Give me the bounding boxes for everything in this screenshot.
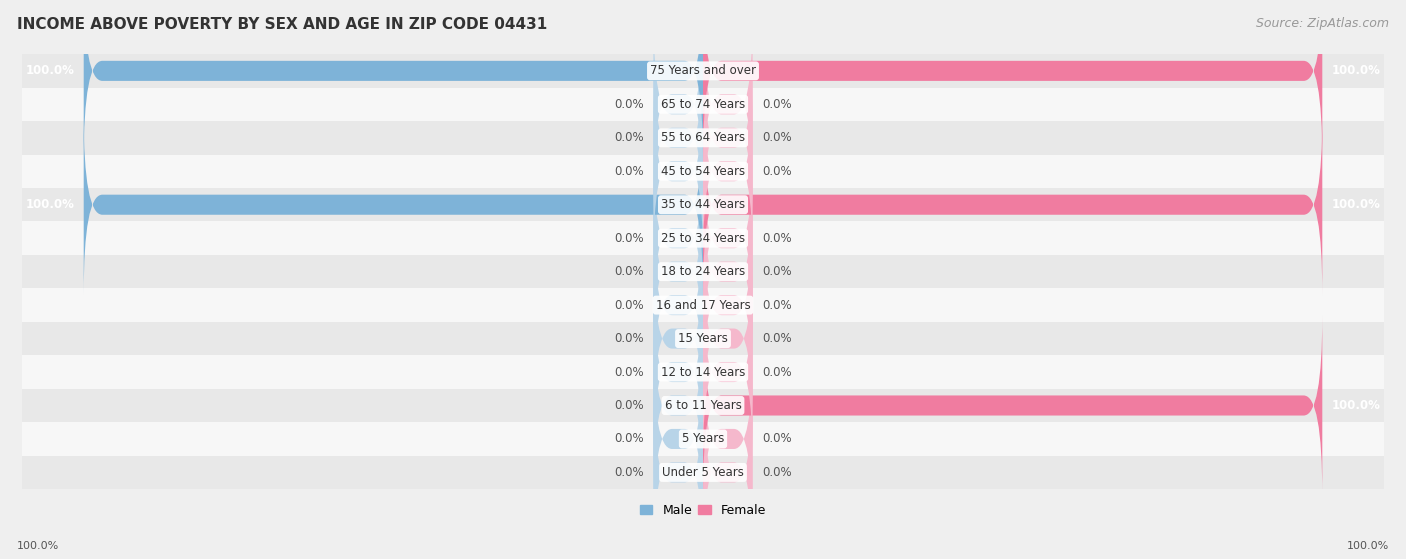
FancyBboxPatch shape bbox=[21, 255, 1385, 288]
FancyBboxPatch shape bbox=[703, 81, 752, 262]
Text: 0.0%: 0.0% bbox=[614, 231, 644, 245]
Text: 0.0%: 0.0% bbox=[762, 165, 792, 178]
FancyBboxPatch shape bbox=[654, 215, 703, 395]
FancyBboxPatch shape bbox=[703, 48, 752, 228]
Text: 0.0%: 0.0% bbox=[762, 98, 792, 111]
FancyBboxPatch shape bbox=[703, 215, 752, 395]
FancyBboxPatch shape bbox=[84, 115, 703, 295]
Text: 5 Years: 5 Years bbox=[682, 433, 724, 446]
FancyBboxPatch shape bbox=[21, 288, 1385, 322]
Text: 0.0%: 0.0% bbox=[762, 299, 792, 311]
Text: 0.0%: 0.0% bbox=[614, 366, 644, 378]
Text: 0.0%: 0.0% bbox=[762, 332, 792, 345]
Text: 100.0%: 100.0% bbox=[1331, 399, 1381, 412]
FancyBboxPatch shape bbox=[703, 115, 1322, 295]
Text: 0.0%: 0.0% bbox=[614, 165, 644, 178]
Text: 0.0%: 0.0% bbox=[762, 466, 792, 479]
FancyBboxPatch shape bbox=[21, 221, 1385, 255]
FancyBboxPatch shape bbox=[654, 148, 703, 329]
FancyBboxPatch shape bbox=[703, 315, 1322, 496]
FancyBboxPatch shape bbox=[21, 322, 1385, 356]
FancyBboxPatch shape bbox=[21, 88, 1385, 121]
Text: 75 Years and over: 75 Years and over bbox=[650, 64, 756, 77]
FancyBboxPatch shape bbox=[21, 188, 1385, 221]
Text: 0.0%: 0.0% bbox=[614, 399, 644, 412]
Text: 100.0%: 100.0% bbox=[17, 541, 59, 551]
Text: 100.0%: 100.0% bbox=[25, 64, 75, 77]
Text: 45 to 54 Years: 45 to 54 Years bbox=[661, 165, 745, 178]
Text: 25 to 34 Years: 25 to 34 Years bbox=[661, 231, 745, 245]
FancyBboxPatch shape bbox=[654, 81, 703, 262]
Text: 18 to 24 Years: 18 to 24 Years bbox=[661, 265, 745, 278]
Text: 0.0%: 0.0% bbox=[614, 265, 644, 278]
Text: 0.0%: 0.0% bbox=[762, 265, 792, 278]
FancyBboxPatch shape bbox=[21, 154, 1385, 188]
FancyBboxPatch shape bbox=[703, 282, 752, 462]
FancyBboxPatch shape bbox=[703, 382, 752, 559]
FancyBboxPatch shape bbox=[84, 0, 703, 161]
Text: 0.0%: 0.0% bbox=[762, 131, 792, 144]
FancyBboxPatch shape bbox=[21, 422, 1385, 456]
Text: 0.0%: 0.0% bbox=[614, 433, 644, 446]
Text: 65 to 74 Years: 65 to 74 Years bbox=[661, 98, 745, 111]
FancyBboxPatch shape bbox=[21, 389, 1385, 422]
FancyBboxPatch shape bbox=[654, 14, 703, 195]
Text: 0.0%: 0.0% bbox=[614, 98, 644, 111]
Text: 0.0%: 0.0% bbox=[614, 131, 644, 144]
FancyBboxPatch shape bbox=[703, 349, 752, 529]
Text: 15 Years: 15 Years bbox=[678, 332, 728, 345]
FancyBboxPatch shape bbox=[654, 315, 703, 496]
FancyBboxPatch shape bbox=[21, 54, 1385, 88]
Text: INCOME ABOVE POVERTY BY SEX AND AGE IN ZIP CODE 04431: INCOME ABOVE POVERTY BY SEX AND AGE IN Z… bbox=[17, 17, 547, 32]
Text: 0.0%: 0.0% bbox=[762, 231, 792, 245]
FancyBboxPatch shape bbox=[654, 248, 703, 429]
FancyBboxPatch shape bbox=[654, 48, 703, 228]
FancyBboxPatch shape bbox=[703, 0, 1322, 161]
Text: 35 to 44 Years: 35 to 44 Years bbox=[661, 198, 745, 211]
FancyBboxPatch shape bbox=[21, 356, 1385, 389]
FancyBboxPatch shape bbox=[21, 121, 1385, 154]
FancyBboxPatch shape bbox=[654, 382, 703, 559]
Text: 12 to 14 Years: 12 to 14 Years bbox=[661, 366, 745, 378]
Text: Under 5 Years: Under 5 Years bbox=[662, 466, 744, 479]
Text: 0.0%: 0.0% bbox=[762, 433, 792, 446]
FancyBboxPatch shape bbox=[703, 14, 752, 195]
FancyBboxPatch shape bbox=[654, 282, 703, 462]
FancyBboxPatch shape bbox=[703, 148, 752, 329]
Text: 0.0%: 0.0% bbox=[614, 332, 644, 345]
FancyBboxPatch shape bbox=[654, 349, 703, 529]
Text: 100.0%: 100.0% bbox=[1331, 198, 1381, 211]
Text: 100.0%: 100.0% bbox=[1347, 541, 1389, 551]
Text: 0.0%: 0.0% bbox=[614, 466, 644, 479]
Text: 0.0%: 0.0% bbox=[614, 299, 644, 311]
Legend: Male, Female: Male, Female bbox=[636, 499, 770, 522]
FancyBboxPatch shape bbox=[703, 181, 752, 362]
FancyBboxPatch shape bbox=[703, 248, 752, 429]
FancyBboxPatch shape bbox=[654, 181, 703, 362]
Text: 16 and 17 Years: 16 and 17 Years bbox=[655, 299, 751, 311]
FancyBboxPatch shape bbox=[21, 456, 1385, 489]
Text: 55 to 64 Years: 55 to 64 Years bbox=[661, 131, 745, 144]
Text: 6 to 11 Years: 6 to 11 Years bbox=[665, 399, 741, 412]
Text: 100.0%: 100.0% bbox=[1331, 64, 1381, 77]
Text: Source: ZipAtlas.com: Source: ZipAtlas.com bbox=[1256, 17, 1389, 30]
Text: 100.0%: 100.0% bbox=[25, 198, 75, 211]
Text: 0.0%: 0.0% bbox=[762, 366, 792, 378]
